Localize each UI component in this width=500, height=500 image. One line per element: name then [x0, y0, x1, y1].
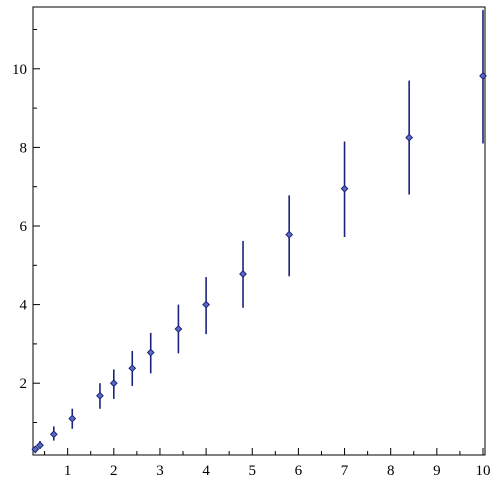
x-tick-label: 4: [202, 463, 210, 479]
data-point: [96, 391, 104, 400]
data-point: [49, 430, 58, 439]
axes: [32, 6, 486, 456]
x-tick-label: 3: [156, 463, 164, 479]
data-point: [128, 364, 137, 373]
data-point: [174, 325, 183, 333]
x-tick-label: 1: [64, 463, 72, 479]
data-point: [202, 300, 211, 309]
ticks: 1 2 3 4 5 6 7 8 9 10 2 4 6 8 10: [12, 29, 491, 479]
data-point: [109, 379, 118, 388]
y-tick-label: 2: [20, 376, 28, 392]
y-tick-label: 4: [20, 298, 28, 314]
x-tick-label: 9: [433, 463, 441, 479]
x-tick-label: 8: [387, 463, 395, 479]
x-tick-label: 10: [476, 463, 491, 479]
data-marks: [31, 9, 487, 454]
data-point: [146, 348, 155, 357]
data-point: [239, 270, 247, 278]
data-point: [68, 414, 77, 423]
x-tick-label: 6: [295, 463, 303, 479]
data-point: [405, 133, 414, 142]
y-tick-label: 10: [12, 62, 27, 78]
y-tick-label: 8: [20, 140, 28, 156]
x-tick-label: 7: [341, 463, 349, 479]
plot-frame: [32, 6, 486, 456]
x-tick-label: 2: [110, 463, 118, 479]
data-point: [36, 441, 44, 450]
data-point: [31, 445, 40, 454]
x-tick-label: 5: [249, 463, 257, 479]
y-tick-label: 6: [20, 219, 28, 235]
data-point: [340, 184, 349, 193]
data-point: [285, 230, 294, 239]
data-point: [479, 71, 487, 80]
